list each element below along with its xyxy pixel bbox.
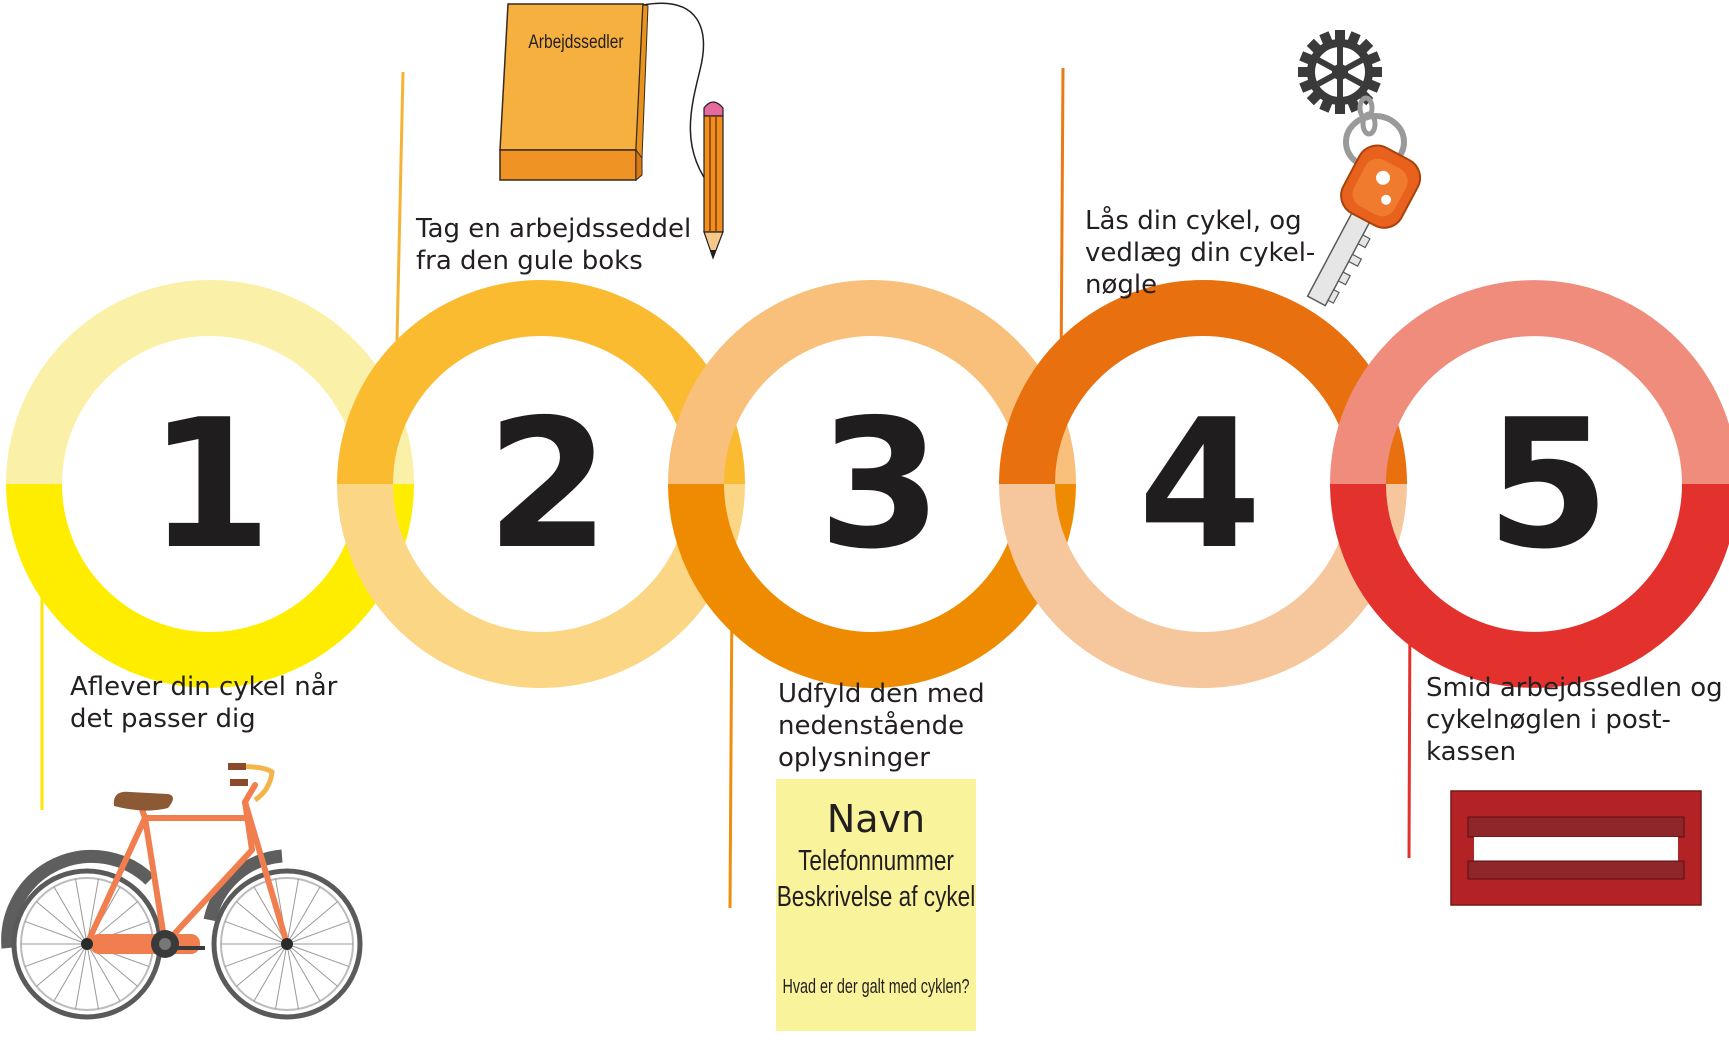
step-text-5-line-2: cykelnøglen i post- [1426, 705, 1671, 735]
pencil-icon [703, 101, 724, 260]
gear-tooth [1335, 30, 1345, 44]
connector-line-2 [394, 71, 405, 386]
wheel-spoke [286, 886, 321, 945]
step-text-1-line-1: Aflever din cykel når [70, 672, 338, 702]
step-text-3-line-3: oplysninger [778, 743, 930, 773]
wheel-spoke [86, 943, 99, 1010]
step-text-5-line-1: Smid arbejdssedlen og [1426, 673, 1723, 703]
step-text-2: Tag en arbejdsseddel fra den gule boks [416, 213, 691, 277]
wheel-spoke [53, 943, 88, 1002]
connector-line-4 [1059, 67, 1065, 381]
connector-line-3 [728, 589, 734, 909]
wheel-spoke [75, 878, 88, 945]
notepad-icon: Arbejdssedler [499, 3, 649, 182]
step-text-4-line-3: nøgle [1085, 270, 1158, 300]
step-text-4: Lås din cykel, og vedlæg din cykel- nøgl… [1085, 205, 1315, 301]
step-text-5: Smid arbejdssedlen og cykelnøglen i post… [1426, 672, 1723, 768]
wheel-spoke [286, 943, 338, 987]
wheel-spoke [286, 943, 321, 1002]
bicycle-icon [1, 763, 363, 1020]
wheel-spoke [253, 943, 288, 1002]
step-number-2: 2 [486, 381, 610, 588]
wheel-spoke [86, 943, 121, 1002]
step-ring-5 [1330, 280, 1729, 688]
step-number-1: 1 [148, 381, 272, 588]
form-note: Navn Telefonnummer Beskrivelse af cykel … [776, 779, 976, 1031]
mailbox-icon [1450, 790, 1702, 906]
wheel-spoke [275, 943, 288, 1010]
step-text-3-line-1: Udfyld den med [778, 679, 985, 709]
wheel-spoke [75, 943, 88, 1010]
notepad-label: Arbejdssedler [528, 31, 623, 53]
wheel-spoke [236, 943, 288, 987]
form-note-question: Hvad er der galt med cyklen? [782, 975, 969, 998]
step-text-4-line-1: Lås din cykel, og [1085, 206, 1302, 236]
step-text-2-line-1: Tag en arbejdsseddel [416, 214, 692, 244]
wheel-spoke [24, 943, 88, 968]
form-note-bike-description: Beskrivelse af cykel [777, 879, 976, 912]
wheel-spoke [286, 920, 350, 945]
wheel-spoke [53, 886, 88, 945]
wheel-spoke [36, 901, 88, 945]
form-note-phone: Telefonnummer [798, 843, 954, 876]
step-text-1: Aflever din cykel når det passer dig [70, 671, 337, 735]
wheel-spoke [286, 943, 350, 968]
wheel-spoke [286, 878, 299, 945]
wheel-spoke [236, 901, 288, 945]
form-note-title: Navn [827, 797, 925, 841]
wheel-spoke [286, 901, 338, 945]
step-text-4-line-2: vedlæg din cykel- [1085, 238, 1316, 268]
step-text-1-line-2: det passer dig [70, 704, 256, 734]
wheel-spoke [36, 943, 88, 987]
pencil-string [642, 2, 714, 191]
step-number-5: 5 [1486, 381, 1610, 588]
step-number-4: 4 [1138, 381, 1262, 588]
gear-tooth [1335, 100, 1345, 114]
step-number-3: 3 [818, 381, 942, 588]
wheel-spoke [24, 920, 88, 945]
wheel-spoke [224, 920, 288, 945]
wheel-spoke [224, 943, 288, 968]
step-text-3-line-2: nedenstående [778, 711, 965, 741]
step-text-5-line-3: kassen [1426, 737, 1517, 767]
wheel-spoke [286, 943, 299, 1010]
gear-icon [1298, 30, 1382, 114]
step-text-2-line-2: fra den gule boks [416, 246, 643, 276]
step-text-3: Udfyld den med nedenstående oplysninger [778, 678, 985, 774]
key-icon [1306, 144, 1422, 307]
